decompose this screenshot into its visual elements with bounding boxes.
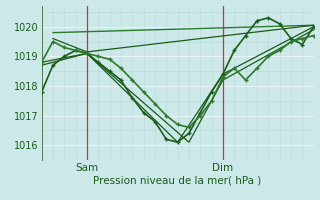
X-axis label: Pression niveau de la mer( hPa ): Pression niveau de la mer( hPa )	[93, 176, 262, 186]
